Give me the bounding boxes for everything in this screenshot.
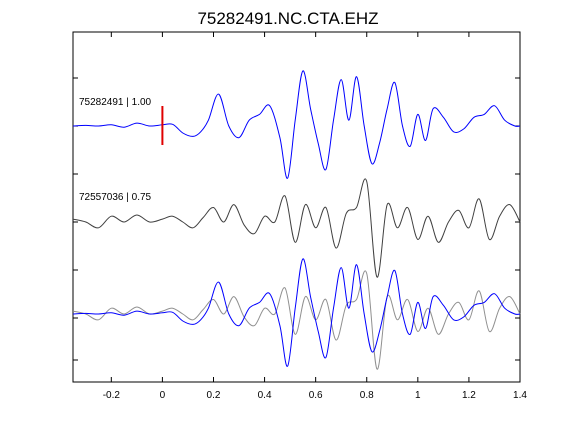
x-tick-label: -0.2 <box>103 390 121 401</box>
x-tick-label: 0.8 <box>360 390 374 401</box>
x-tick-label: 0.2 <box>207 390 221 401</box>
chart-title: 75282491.NC.CTA.EHZ <box>197 9 378 28</box>
trace-72557036 <box>72 178 521 278</box>
x-tick-label: 0.4 <box>258 390 272 401</box>
x-tick-label: 1.2 <box>462 390 476 401</box>
x-tick-label: 0 <box>160 390 166 401</box>
x-tick-label: 0.6 <box>309 390 323 401</box>
x-tick-label: 1 <box>415 390 421 401</box>
plot-area-frame <box>72 31 521 383</box>
y-tick-marks <box>73 77 520 361</box>
x-tick-label: 1.4 <box>513 390 527 401</box>
trace-label: 72557036 | 0.75 <box>79 192 152 203</box>
trace-label: 75282491 | 1.00 <box>79 97 152 108</box>
overlay-trace-75282491 <box>72 258 521 367</box>
trace-lines <box>72 70 521 370</box>
trace-75282491 <box>72 70 521 179</box>
x-axis: -0.2 0 0.2 0.4 0.6 0.8 1 1.2 1.4 <box>103 32 527 401</box>
trace-labels: 75282491 | 1.00 72557036 | 0.75 <box>79 97 152 203</box>
